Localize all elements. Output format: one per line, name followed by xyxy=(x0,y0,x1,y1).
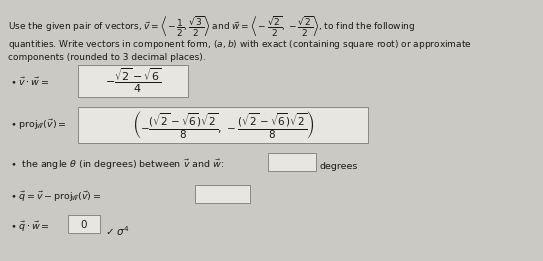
Text: $-\dfrac{\sqrt{2}-\sqrt{6}}{4}$: $-\dfrac{\sqrt{2}-\sqrt{6}}{4}$ xyxy=(105,67,161,95)
Text: $\bullet\;\vec{q} \cdot \vec{w} = $: $\bullet\;\vec{q} \cdot \vec{w} = $ xyxy=(10,220,50,234)
Text: degrees: degrees xyxy=(320,162,358,171)
Text: quantities. Write vectors in component form, $(a, b)$ with exact (containing squ: quantities. Write vectors in component f… xyxy=(8,38,472,51)
Text: components (rounded to 3 decimal places).: components (rounded to 3 decimal places)… xyxy=(8,53,206,62)
Text: $\left(-\dfrac{(\sqrt{2}-\sqrt{6})\sqrt{2}}{8},\,-\dfrac{(\sqrt{2}-\sqrt{6})\sqr: $\left(-\dfrac{(\sqrt{2}-\sqrt{6})\sqrt{… xyxy=(131,109,314,141)
Text: $\bullet\;\vec{q} = \vec{v} - \mathrm{proj}_{\vec{w}}(\vec{v}) = $: $\bullet\;\vec{q} = \vec{v} - \mathrm{pr… xyxy=(10,190,102,204)
Text: $\bullet\;$ the angle $\theta$ (in degrees) between $\vec{v}$ and $\vec{w}$:: $\bullet\;$ the angle $\theta$ (in degre… xyxy=(10,158,224,172)
FancyBboxPatch shape xyxy=(78,65,188,97)
FancyBboxPatch shape xyxy=(195,185,250,203)
FancyBboxPatch shape xyxy=(68,215,100,233)
Text: $\bullet\;\vec{v} \cdot \vec{w} = $: $\bullet\;\vec{v} \cdot \vec{w} = $ xyxy=(10,76,49,88)
Text: $\bullet\;\mathrm{proj}_{\vec{w}}(\vec{v}) = $: $\bullet\;\mathrm{proj}_{\vec{w}}(\vec{v… xyxy=(10,118,67,132)
FancyBboxPatch shape xyxy=(78,107,368,143)
FancyBboxPatch shape xyxy=(268,153,316,171)
Text: $0$: $0$ xyxy=(80,218,88,230)
Text: Use the given pair of vectors, $\vec{v} = \left\langle -\dfrac{1}{2}, \dfrac{\sq: Use the given pair of vectors, $\vec{v} … xyxy=(8,14,415,38)
Text: $\checkmark\;\sigma^4$: $\checkmark\;\sigma^4$ xyxy=(105,224,130,238)
